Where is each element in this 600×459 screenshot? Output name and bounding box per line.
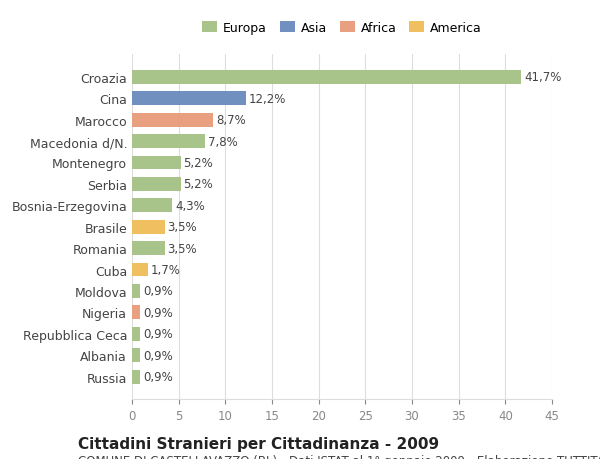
Text: 3,5%: 3,5% — [167, 221, 197, 234]
Bar — [132, 348, 140, 362]
Bar — [132, 92, 246, 106]
Text: 5,2%: 5,2% — [184, 157, 213, 170]
Text: 3,5%: 3,5% — [167, 242, 197, 255]
Text: Cittadini Stranieri per Cittadinanza - 2009: Cittadini Stranieri per Cittadinanza - 2… — [78, 436, 439, 451]
Text: 7,8%: 7,8% — [208, 135, 238, 148]
Text: 5,2%: 5,2% — [184, 178, 213, 191]
Text: 41,7%: 41,7% — [524, 71, 562, 84]
Bar — [132, 178, 181, 191]
Text: 0,9%: 0,9% — [143, 306, 173, 319]
Text: 0,9%: 0,9% — [143, 285, 173, 298]
Bar — [132, 284, 140, 298]
Text: 1,7%: 1,7% — [151, 263, 181, 276]
Bar — [132, 135, 205, 149]
Bar — [132, 220, 164, 234]
Bar — [132, 71, 521, 84]
Bar — [132, 263, 148, 277]
Text: 0,9%: 0,9% — [143, 370, 173, 383]
Bar — [132, 156, 181, 170]
Bar — [132, 306, 140, 319]
Bar — [132, 327, 140, 341]
Bar — [132, 199, 172, 213]
Legend: Europa, Asia, Africa, America: Europa, Asia, Africa, America — [197, 17, 487, 39]
Text: 8,7%: 8,7% — [216, 114, 246, 127]
Bar — [132, 370, 140, 384]
Text: 12,2%: 12,2% — [248, 93, 286, 106]
Text: 0,9%: 0,9% — [143, 349, 173, 362]
Bar — [132, 241, 164, 256]
Text: COMUNE DI CASTELLAVAZZO (BL) - Dati ISTAT al 1° gennaio 2009 - Elaborazione TUTT: COMUNE DI CASTELLAVAZZO (BL) - Dati ISTA… — [78, 454, 600, 459]
Text: 0,9%: 0,9% — [143, 328, 173, 341]
Bar — [132, 113, 213, 127]
Text: 4,3%: 4,3% — [175, 199, 205, 213]
